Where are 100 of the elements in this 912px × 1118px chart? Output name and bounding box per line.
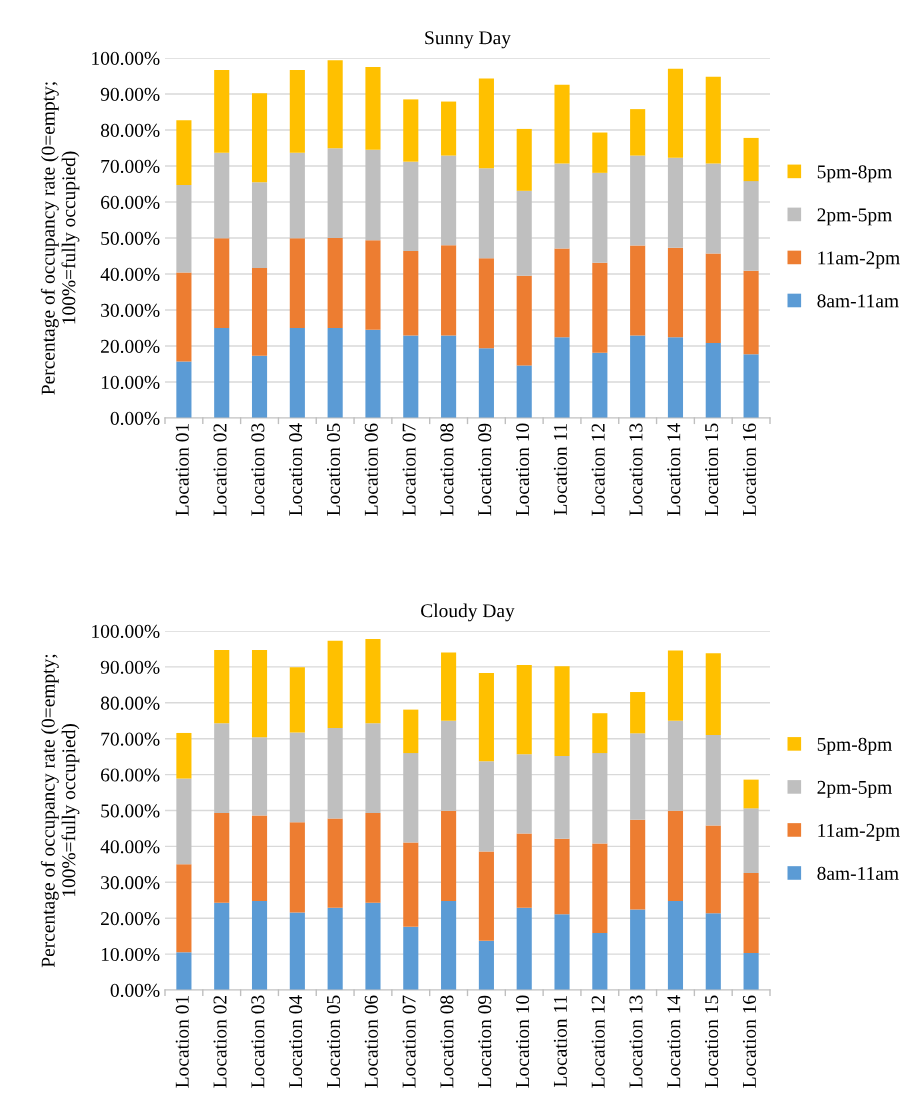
bar bbox=[403, 753, 419, 843]
y-tick-label: 40.00% bbox=[100, 267, 160, 282]
x-tick-label: Location 11 bbox=[553, 996, 567, 1087]
bar bbox=[630, 692, 646, 734]
bar bbox=[667, 157, 684, 248]
x-tick-label: Location 13 bbox=[629, 423, 643, 516]
bar bbox=[251, 267, 268, 356]
bar bbox=[327, 328, 343, 418]
x-tick-label: Location 16 bbox=[742, 995, 756, 1088]
bar bbox=[176, 732, 192, 779]
bar bbox=[176, 778, 192, 865]
x-tick-label: Location 02 bbox=[213, 995, 227, 1088]
y-tick-label: 100.00% bbox=[92, 624, 160, 639]
bar bbox=[516, 665, 532, 755]
x-tick-label: Location 10 bbox=[515, 423, 530, 516]
bar bbox=[214, 650, 230, 724]
bar bbox=[630, 109, 646, 156]
bar bbox=[478, 673, 494, 762]
bar bbox=[516, 275, 532, 366]
x-tick-label: Location 04 bbox=[289, 995, 303, 1088]
y-tick-label: 10.00% bbox=[101, 375, 160, 390]
bar bbox=[478, 851, 494, 941]
x-tick-label: Location 09 bbox=[478, 995, 492, 1088]
bar bbox=[516, 907, 532, 990]
y-tick-label: 60.00% bbox=[101, 768, 160, 782]
bar bbox=[289, 69, 305, 153]
bar bbox=[630, 819, 646, 910]
bar bbox=[478, 348, 494, 418]
bar bbox=[667, 720, 684, 811]
chart-title: Sunny Day bbox=[425, 31, 511, 49]
legend-label: 5pm-8pm bbox=[817, 165, 892, 183]
bar bbox=[251, 182, 268, 268]
y-tick-label: 60.00% bbox=[101, 195, 160, 210]
bar bbox=[441, 720, 457, 811]
x-tick-label: Location 08 bbox=[440, 423, 454, 516]
x-tick-label: Location 12 bbox=[591, 995, 605, 1088]
bar bbox=[289, 822, 305, 913]
bar bbox=[176, 361, 192, 418]
bar bbox=[289, 732, 305, 823]
y-tick-label: 40.00% bbox=[100, 840, 160, 854]
bar bbox=[251, 737, 268, 816]
x-tick-label: Location 03 bbox=[251, 423, 265, 516]
bar bbox=[592, 843, 608, 933]
bar bbox=[176, 272, 192, 362]
bar bbox=[289, 238, 305, 328]
bar bbox=[592, 932, 608, 990]
x-tick-label: Location 13 bbox=[629, 995, 643, 1088]
legend-label: 11am-2pm bbox=[818, 823, 900, 841]
bar bbox=[214, 238, 230, 328]
y-tick-label: 70.00% bbox=[101, 732, 160, 746]
x-tick-label: Location 07 bbox=[402, 423, 416, 516]
bar bbox=[251, 650, 268, 738]
bar bbox=[176, 185, 192, 273]
y-tick-label: 0.00% bbox=[110, 983, 160, 998]
bar bbox=[705, 913, 721, 990]
x-tick-label: Location 01 bbox=[175, 996, 189, 1088]
bar bbox=[630, 245, 646, 336]
bar bbox=[743, 779, 759, 809]
bar bbox=[705, 343, 721, 418]
y-tick-label: 30.00% bbox=[101, 303, 160, 318]
bar bbox=[327, 60, 343, 149]
x-tick-label: Location 05 bbox=[326, 995, 341, 1088]
x-tick-label: Location 07 bbox=[402, 995, 416, 1088]
bar bbox=[554, 755, 570, 839]
y-tick-label: 80.00% bbox=[100, 696, 160, 710]
bar bbox=[478, 78, 494, 169]
x-tick-label: Location 11 bbox=[553, 424, 567, 515]
bar bbox=[705, 253, 721, 344]
bar bbox=[441, 155, 457, 246]
bar bbox=[289, 912, 305, 990]
bar bbox=[705, 735, 721, 826]
bar bbox=[743, 270, 759, 355]
legend-label: 8am-11am bbox=[817, 294, 899, 308]
bar bbox=[667, 337, 684, 418]
bar bbox=[441, 652, 457, 721]
bar bbox=[365, 149, 381, 241]
bar bbox=[214, 813, 230, 903]
legend-label: 2pm-5pm bbox=[817, 780, 892, 798]
bar bbox=[214, 328, 230, 418]
x-tick-label: Location 16 bbox=[742, 423, 756, 516]
bar bbox=[478, 761, 494, 852]
bar bbox=[516, 833, 532, 908]
bar bbox=[667, 900, 684, 990]
x-tick-label: Location 02 bbox=[213, 423, 227, 516]
bar bbox=[705, 825, 721, 914]
x-tick-label: Location 01 bbox=[175, 424, 189, 516]
bar bbox=[403, 842, 419, 927]
bar bbox=[251, 355, 268, 418]
y-tick-label: 70.00% bbox=[101, 159, 160, 174]
bar bbox=[365, 240, 381, 330]
y-tick-label: 50.00% bbox=[101, 804, 160, 818]
chart-title: Cloudy Day bbox=[421, 603, 515, 622]
bar bbox=[327, 818, 343, 908]
bar bbox=[630, 335, 646, 418]
bar bbox=[403, 335, 419, 418]
y-tick-label: 0.00% bbox=[110, 411, 160, 426]
bar bbox=[667, 810, 684, 901]
x-tick-label: Location 10 bbox=[515, 995, 530, 1088]
bar bbox=[251, 815, 268, 901]
bar bbox=[403, 250, 419, 336]
